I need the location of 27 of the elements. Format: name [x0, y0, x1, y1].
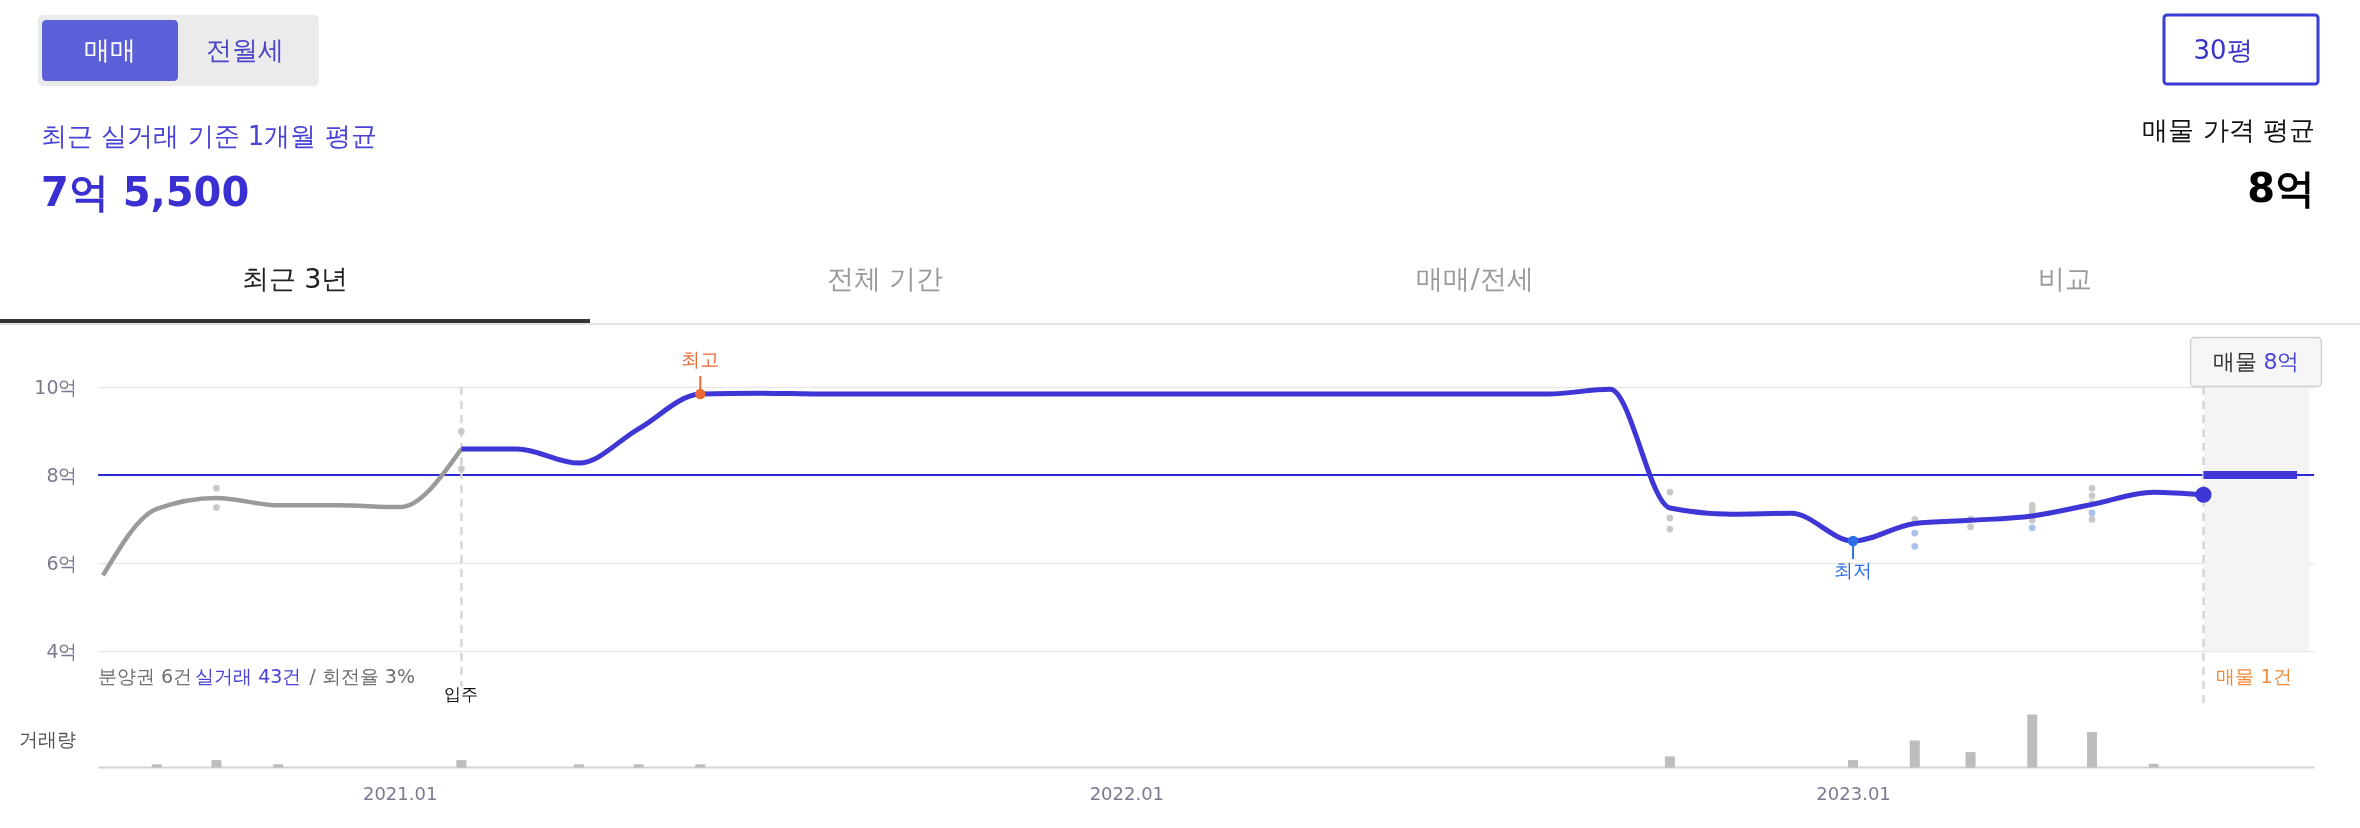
- annotation: 최고: [681, 348, 720, 371]
- ref-line-label: 입주: [444, 684, 479, 704]
- x-tick-label: 2021.01: [362, 783, 438, 804]
- x-tick-label: 2022.01: [1089, 783, 1165, 804]
- text: 최근 3년: [241, 263, 349, 294]
- text: 실거래 43건: [195, 664, 302, 687]
- annotation: 최저: [1834, 559, 1873, 581]
- ref-line-label: 매물 1건: [2216, 664, 2292, 687]
- text: 비교: [2038, 263, 2092, 294]
- text: 분양권 6건: [98, 664, 193, 687]
- x-tick-label: 2023.01: [1816, 783, 1891, 804]
- text: 최근 실거래 기준 1개월 평균: [41, 121, 377, 151]
- y-axis-title: 거래량: [19, 728, 76, 750]
- y-tick-label: 10억: [34, 375, 78, 398]
- text: 매물 가격 평균: [2142, 115, 2315, 145]
- text: 매매: [84, 35, 136, 65]
- y-tick-label: 6억: [46, 551, 78, 574]
- text: 매물 8억: [2212, 349, 2300, 374]
- text: 30평: [2193, 35, 2253, 65]
- text: / 회전율 3%: [309, 664, 415, 687]
- text: 7억 5,500: [41, 169, 250, 215]
- text: 매매/전세: [1416, 263, 1534, 294]
- text: 전체 기간: [826, 263, 944, 294]
- text: 전월세: [206, 35, 284, 65]
- text: 8억: [2247, 165, 2315, 211]
- y-tick-label: 4억: [46, 639, 78, 662]
- y-tick-label: 8억: [46, 463, 78, 486]
